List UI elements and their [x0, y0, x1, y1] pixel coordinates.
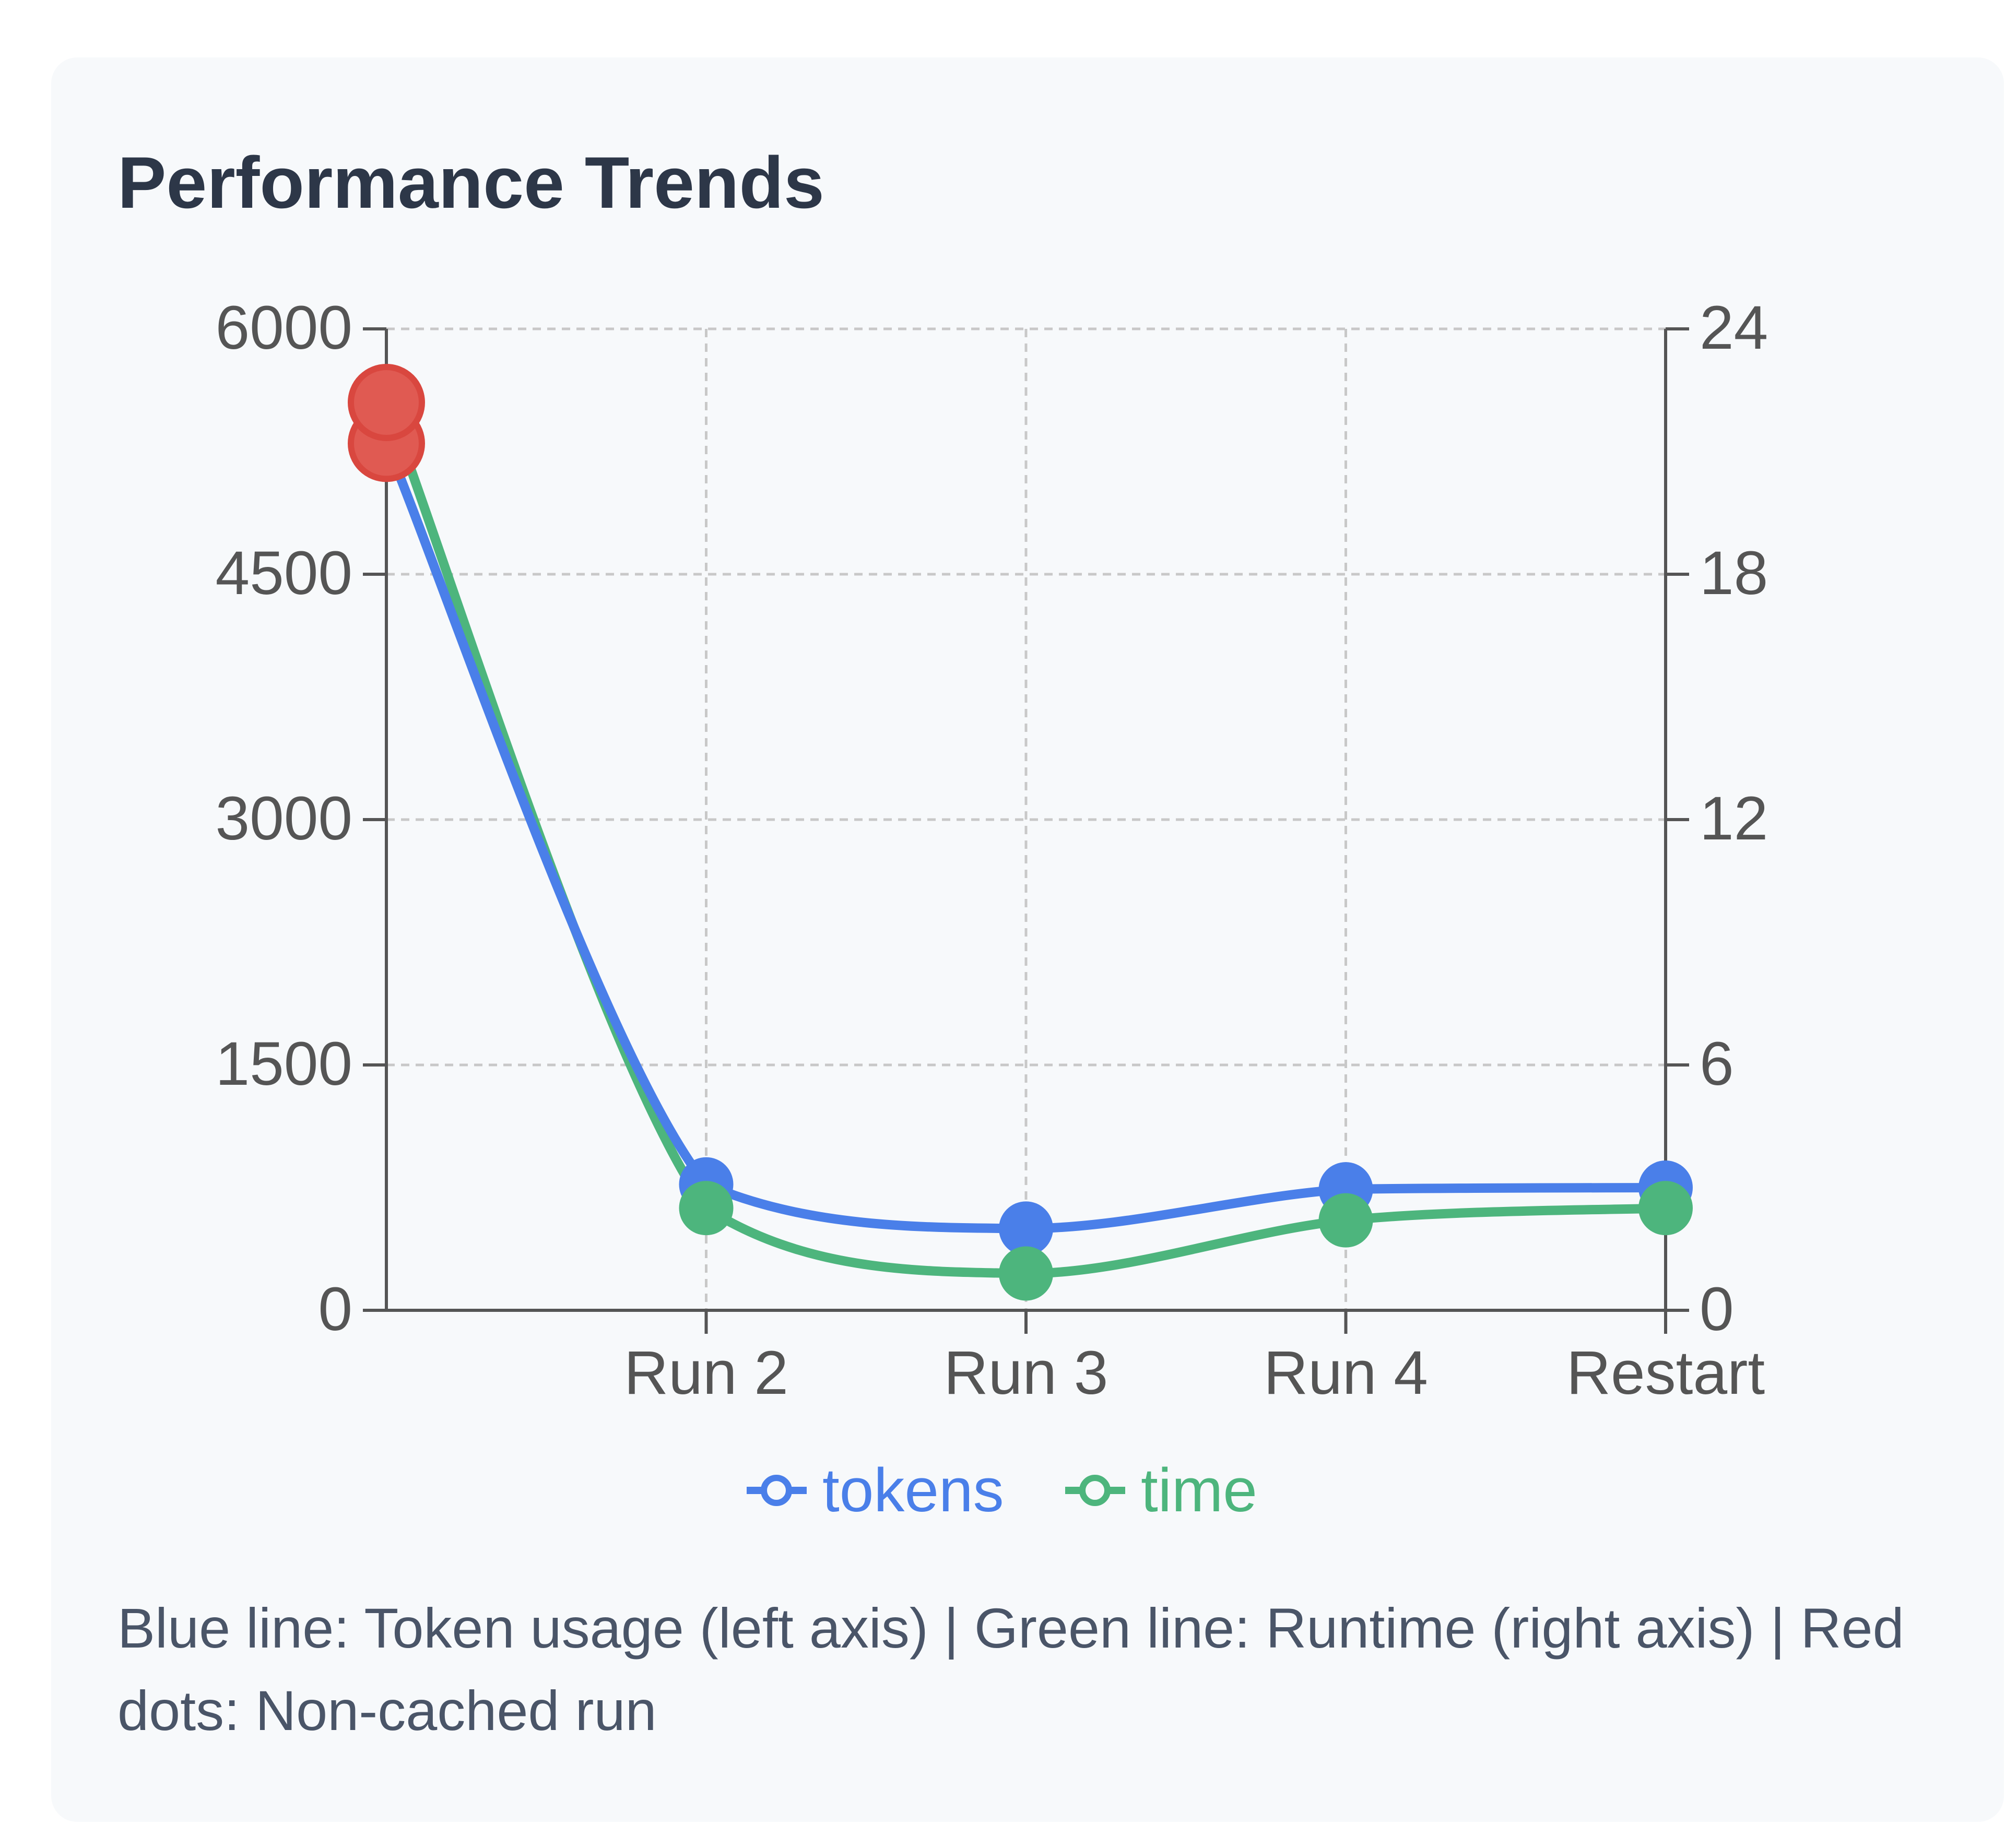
legend-swatch-marker-tokens — [761, 1475, 792, 1506]
line-layer — [382, 398, 1670, 1278]
left-tick-label: 6000 — [215, 293, 352, 362]
left-tick-label: 1500 — [215, 1029, 352, 1098]
chart-card — [51, 57, 2004, 1822]
legend-label-tokens: tokens — [822, 1456, 1004, 1525]
time-point — [999, 1246, 1053, 1301]
time-point — [1318, 1193, 1373, 1248]
grid-layer — [386, 327, 1666, 1310]
legend-swatch-marker-time — [1079, 1475, 1111, 1506]
time-point — [679, 1181, 734, 1236]
label-layer: 0 1500 3000 4500 6000 0 6 12 18 24 Run 2 Run 3 Run 4… — [215, 293, 1768, 1407]
axis-layer — [363, 327, 1689, 1334]
left-tick-label: 3000 — [215, 784, 352, 853]
x-tick-label: Run 3 — [944, 1338, 1108, 1407]
right-tick-label: 12 — [1700, 784, 1768, 853]
x-tick-label: Run 2 — [624, 1338, 788, 1407]
right-tick-label: 18 — [1700, 539, 1768, 608]
point-layer — [348, 364, 1693, 1301]
time-point-highlight — [348, 364, 425, 441]
legend-label-time: time — [1141, 1456, 1257, 1525]
left-tick-label: 4500 — [215, 539, 352, 608]
right-tick-label: 6 — [1700, 1029, 1734, 1098]
tokens-line — [382, 439, 1670, 1234]
right-tick-label: 24 — [1700, 293, 1768, 362]
card-title: Performance Trends — [117, 141, 824, 223]
right-tick-label: 0 — [1700, 1275, 1734, 1344]
tokens-point — [999, 1201, 1053, 1256]
x-tick-label: Restart — [1566, 1338, 1765, 1407]
time-point — [1638, 1181, 1693, 1236]
chart-caption: Blue line: Token usage (left axis) | Gre… — [117, 1596, 1904, 1742]
legend-layer: tokens time — [747, 1456, 1257, 1525]
left-tick-label: 0 — [318, 1275, 352, 1344]
x-tick-label: Run 4 — [1264, 1338, 1428, 1407]
time-line — [382, 398, 1670, 1278]
